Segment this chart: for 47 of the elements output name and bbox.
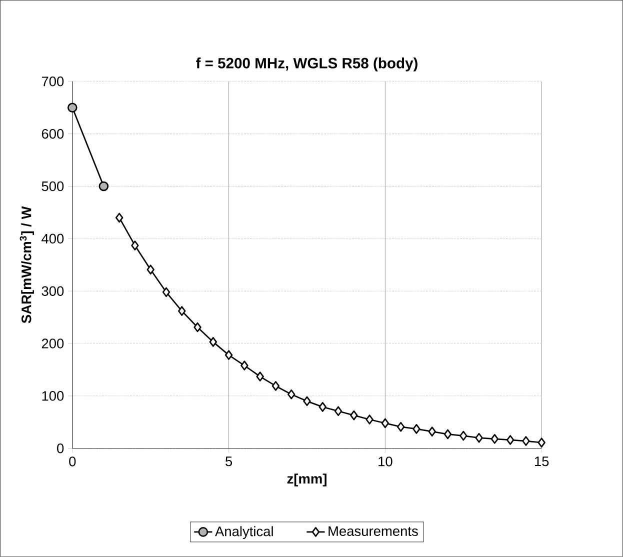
point xyxy=(194,322,202,332)
y-tick-label: 400 xyxy=(42,234,64,244)
y-tick-label: 700 xyxy=(42,76,64,86)
point xyxy=(412,424,420,434)
point xyxy=(538,438,546,448)
y-tick-label: 600 xyxy=(42,129,64,139)
x-tick-label: 5 xyxy=(226,456,232,466)
point xyxy=(318,402,326,412)
point xyxy=(444,429,452,440)
point xyxy=(162,287,170,298)
legend-label: Measurements xyxy=(328,526,418,536)
point xyxy=(178,306,186,316)
x-axis-title: z[mm] xyxy=(287,474,326,486)
x-tick-label: 10 xyxy=(378,456,392,466)
point xyxy=(287,390,296,400)
legend-label: Analytical xyxy=(215,526,273,540)
point xyxy=(209,337,218,347)
x-tick-label: 0 xyxy=(69,456,76,466)
point xyxy=(460,430,468,441)
y-tick-label: 200 xyxy=(42,338,64,348)
point xyxy=(334,406,342,416)
y-tick-label: 500 xyxy=(42,181,64,192)
point xyxy=(240,360,248,371)
point xyxy=(115,212,124,223)
y-tick-label: 300 xyxy=(42,286,64,296)
point xyxy=(350,410,358,420)
point xyxy=(67,102,78,113)
point xyxy=(366,414,374,425)
point xyxy=(490,434,499,444)
x-tick-label: 15 xyxy=(534,456,549,466)
point xyxy=(146,264,154,275)
point xyxy=(98,181,109,192)
chart-title: f = 5200 MHz, WGLS R58 (body) xyxy=(196,58,418,72)
y-tick-label: 0 xyxy=(57,444,64,454)
point xyxy=(272,381,280,391)
y-tick-label: 100 xyxy=(42,391,64,401)
point xyxy=(522,436,530,446)
point xyxy=(381,418,390,428)
y-axis-title: SAR[mW/cm$^{3}$] / W xyxy=(20,206,34,324)
point xyxy=(396,422,405,432)
point xyxy=(475,433,483,443)
point xyxy=(303,396,311,406)
point xyxy=(428,426,436,437)
point xyxy=(131,240,139,250)
point xyxy=(224,350,233,360)
point xyxy=(256,372,264,382)
point xyxy=(506,435,514,445)
